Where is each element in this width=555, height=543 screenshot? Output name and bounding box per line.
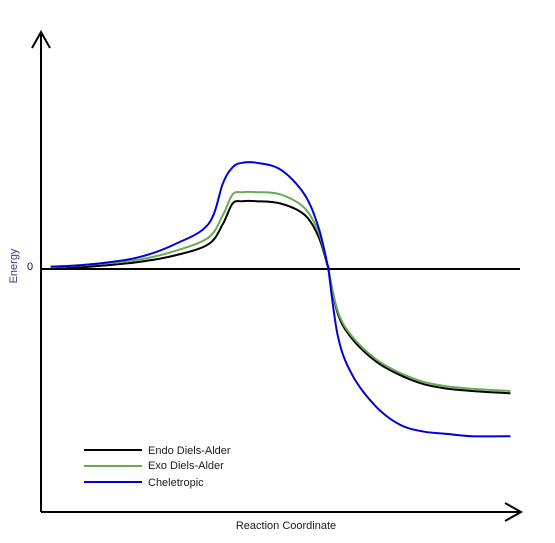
legend: Endo Diels-Alder Exo Diels-Alder Cheletr…	[84, 445, 231, 489]
y-tick-label-0: 0	[27, 261, 33, 273]
x-axis-label: Reaction Coordinate	[236, 520, 336, 532]
legend-label-exo-diels-alder: Exo Diels-Alder	[148, 460, 224, 472]
legend-label-cheletropic: Cheletropic	[148, 477, 204, 489]
series-line-cheletropic	[50, 161, 511, 438]
y-axis-label: Energy	[8, 248, 20, 283]
y-axis-arrowhead	[31, 29, 51, 49]
legend-label-endo-diels-alder: Endo Diels-Alder	[148, 445, 231, 457]
series-line-endo-diels-alder	[50, 199, 511, 395]
x-axis-arrowhead	[504, 502, 524, 522]
series-line-exo-diels-alder	[50, 190, 511, 392]
